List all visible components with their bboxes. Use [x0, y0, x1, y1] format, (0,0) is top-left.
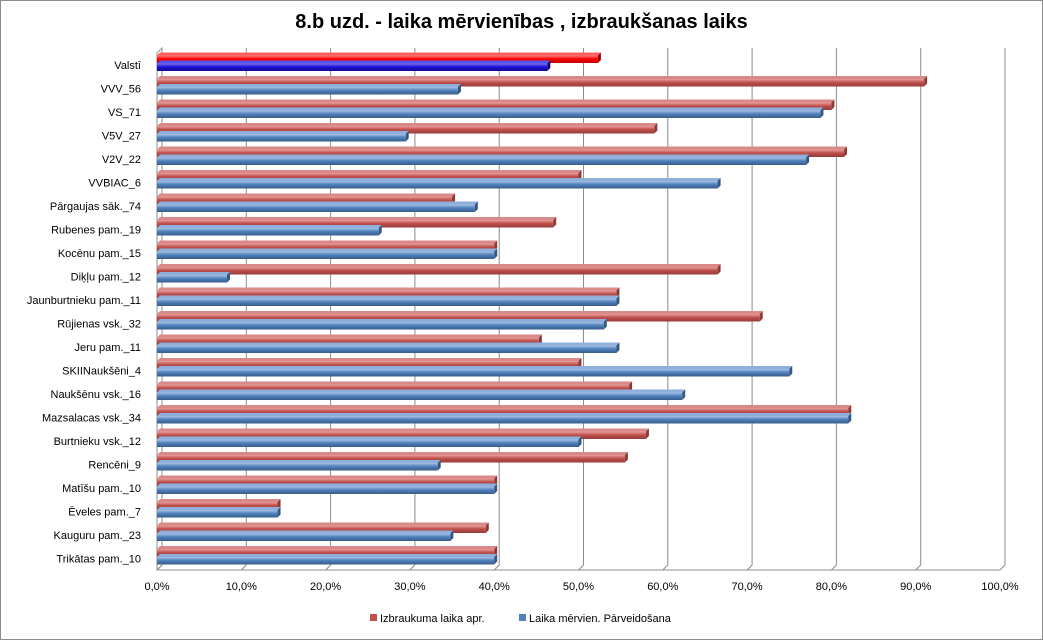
legend-swatch-series2	[519, 614, 526, 621]
bar-series2	[157, 436, 582, 447]
bar-series1	[157, 428, 649, 439]
category-label: Pārgaujas sāk._74	[50, 201, 141, 213]
bar-series1	[157, 334, 542, 345]
category-label: Burtnieku vsk._12	[54, 436, 141, 448]
category-label: V5V_27	[102, 130, 141, 142]
gridline-floor	[325, 564, 331, 571]
gridline-floor	[240, 564, 247, 571]
gridline-floor	[409, 564, 416, 571]
bar-series2	[157, 366, 793, 377]
category-label: Ēveles pam._7	[68, 506, 141, 518]
category-label: Jeru pam._11	[75, 342, 141, 354]
category-label: Rūjienas vsk._32	[57, 318, 141, 330]
category-label: Rubenes pam._19	[51, 224, 141, 236]
gridline-floor	[915, 564, 922, 571]
legend-label-series1: Izbraukuma laika apr.	[380, 613, 485, 625]
bar-series2	[157, 507, 281, 518]
bar-series2	[157, 460, 441, 471]
bar-series1	[157, 193, 456, 204]
bar-series1	[157, 475, 498, 486]
bar-series1	[157, 52, 601, 63]
bar-series1	[157, 358, 582, 369]
bar-series2	[157, 319, 607, 330]
bar-series1	[157, 123, 658, 134]
x-tick-label: 60,0%	[647, 581, 678, 593]
bar-series2	[157, 295, 620, 306]
bar-series2	[157, 60, 551, 71]
bar-series1	[157, 287, 620, 298]
category-label: Kauguru pam._23	[54, 530, 141, 542]
bar-series2	[157, 201, 478, 212]
gridline-floor	[493, 564, 500, 571]
bar-series1	[157, 264, 721, 275]
bar-series2	[157, 413, 852, 424]
bar-series2	[157, 389, 686, 400]
category-label: Naukšēnu vsk._16	[51, 389, 142, 401]
bar-series2	[157, 248, 498, 259]
gridline-floor	[746, 564, 753, 571]
category-label: Jaunburtnieku pam._11	[27, 295, 141, 307]
x-tick-label: 90,0%	[900, 581, 931, 593]
category-label: Kocēnu pam._15	[58, 248, 141, 260]
gridline-floor	[831, 564, 837, 571]
bar-series1	[157, 546, 498, 557]
x-tick-label: 80,0%	[816, 581, 847, 593]
category-label: Mazsalacas vsk._34	[42, 412, 141, 424]
bar-series1	[157, 311, 763, 322]
category-label: VVV_56	[101, 83, 141, 95]
category-label: Rencēni_9	[88, 459, 141, 471]
bar-series1	[157, 240, 498, 251]
bar-series2	[157, 225, 382, 236]
category-label: SKIINaukšēni_4	[62, 365, 141, 377]
x-tick-label: 0,0%	[144, 581, 169, 593]
x-tick-label: 100,0%	[981, 581, 1019, 593]
category-label: VS_71	[108, 107, 141, 119]
bar-series2	[157, 554, 498, 565]
bar-series2	[157, 178, 721, 189]
bar-series1	[157, 170, 582, 181]
gridline-floor	[662, 564, 669, 571]
category-label: Diķļu pam._12	[71, 271, 141, 283]
x-tick-label: 10,0%	[226, 581, 257, 593]
x-tick-label: 30,0%	[394, 581, 425, 593]
bar-series1	[157, 452, 628, 463]
category-label: V2V_22	[102, 154, 141, 166]
bar-series1	[157, 146, 848, 157]
bar-series2	[157, 530, 454, 541]
gridline-floor	[578, 564, 584, 571]
bar-series2	[157, 342, 620, 353]
bar-series1	[157, 522, 489, 533]
bar-series1	[157, 499, 281, 510]
gridline-floor	[999, 564, 1006, 571]
bar-series2	[157, 483, 498, 494]
chart-title: 8.b uzd. - laika mērvienības , izbraukša…	[295, 11, 748, 33]
bar-series1	[157, 76, 928, 87]
category-label: Trikātas pam._10	[56, 553, 141, 565]
bar-series1	[157, 405, 852, 416]
bar-series1	[157, 217, 557, 228]
legend-label-series2: Laika mērvien. Pārveidošana	[529, 613, 672, 625]
gridline-floor	[156, 564, 163, 571]
legend-swatch-series1	[370, 614, 377, 621]
bar-series2	[157, 84, 461, 95]
x-tick-label: 40,0%	[479, 581, 510, 593]
x-tick-label: 20,0%	[310, 581, 341, 593]
category-label: Matīšu pam._10	[62, 483, 141, 495]
bar-series1	[157, 381, 633, 392]
category-label: Valstī	[114, 60, 142, 72]
x-tick-label: 70,0%	[731, 581, 762, 593]
bar-series2	[157, 154, 810, 165]
bar-series2	[157, 107, 824, 118]
category-label: VVBIAC_6	[88, 177, 141, 189]
bar-series1	[157, 99, 835, 110]
bar-series2	[157, 272, 230, 283]
bar-series2	[157, 131, 409, 142]
x-tick-label: 50,0%	[563, 581, 594, 593]
